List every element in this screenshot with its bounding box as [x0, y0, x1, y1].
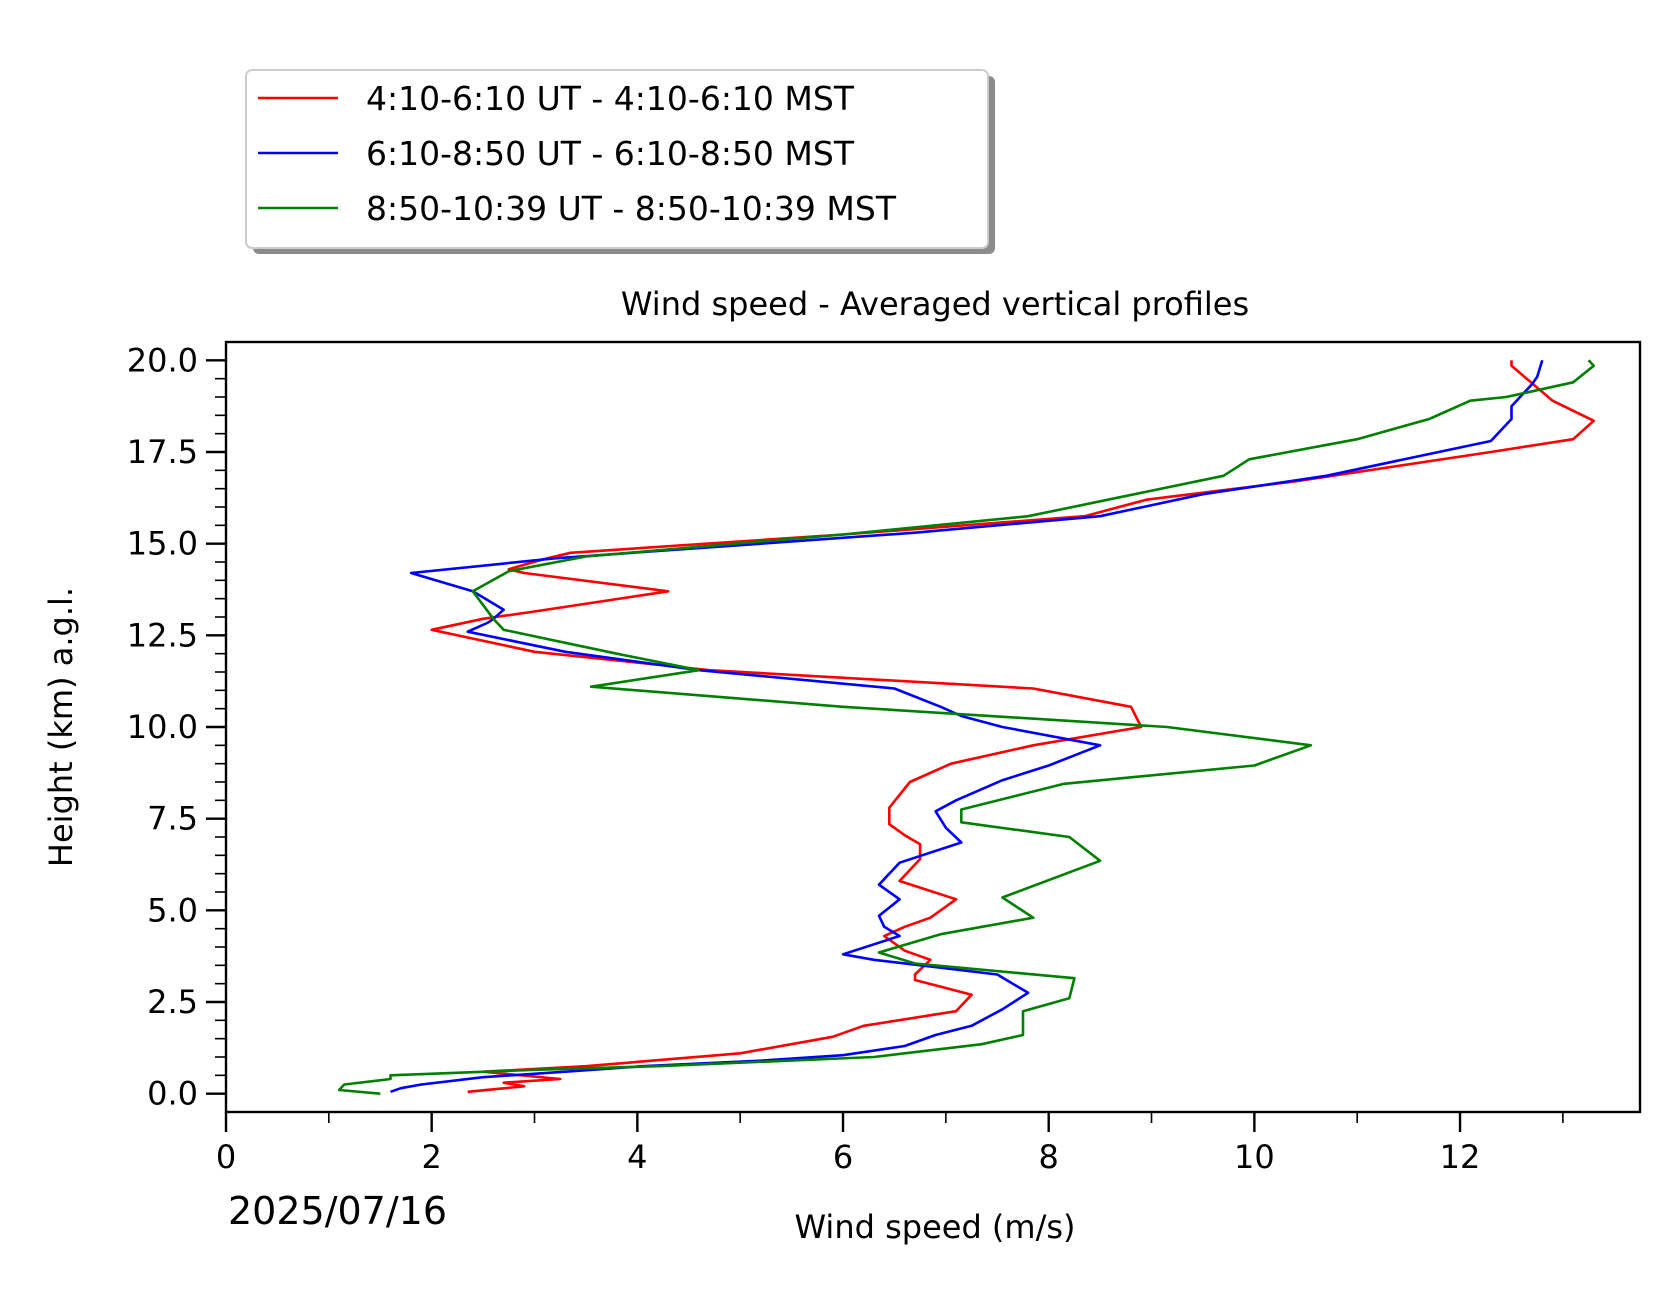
- series-line-1: [430, 360, 1595, 1094]
- y-tick-label: 0.0: [147, 1075, 198, 1113]
- y-tick-label: 2.5: [147, 983, 198, 1021]
- legend: 4:10-6:10 UT - 4:10-6:10 MST 6:10-8:50 UT…: [245, 69, 995, 254]
- legend-box: [245, 69, 989, 249]
- series-line-3: [337, 359, 1595, 1095]
- y-tick-label: 20.0: [127, 341, 198, 379]
- y-tick-label: 17.5: [127, 433, 198, 471]
- legend-label: 8:50-10:39 UT - 8:50-10:39 MST: [366, 189, 897, 228]
- x-axis-label: Wind speed (m/s): [794, 1208, 1075, 1246]
- x-axis: 0 2 4 6 8 10 12: [216, 1112, 1564, 1176]
- y-tick-label: 5.0: [147, 891, 198, 929]
- x-tick-label: 2: [421, 1138, 441, 1176]
- x-tick-label: 4: [627, 1138, 647, 1176]
- x-tick-label: 10: [1234, 1138, 1275, 1176]
- legend-label: 6:10-8:50 UT - 6:10-8:50 MST: [366, 134, 855, 173]
- date-label: 2025/07/16: [228, 1189, 447, 1233]
- x-tick-label: 12: [1440, 1138, 1481, 1176]
- series-lines: [337, 359, 1595, 1095]
- series-line-2: [390, 359, 1544, 1094]
- plot-area: 0 2 4 6 8 10 12 0.0 2.5 5.0 7.5 10.0 12.5 15.0 17.5 20…: [127, 340, 1642, 1176]
- y-axis: 0.0 2.5 5.0 7.5 10.0 12.5 15.0 17.5 20.0: [127, 341, 226, 1113]
- x-tick-label: 6: [833, 1138, 853, 1176]
- legend-label: 4:10-6:10 UT - 4:10-6:10 MST: [366, 79, 855, 118]
- y-tick-label: 10.0: [127, 708, 198, 746]
- plot-frame: [224, 340, 1642, 1114]
- y-tick-label: 7.5: [147, 800, 198, 838]
- y-tick-label: 12.5: [127, 616, 198, 654]
- x-tick-label: 0: [216, 1138, 236, 1176]
- x-tick-label: 8: [1039, 1138, 1059, 1176]
- y-tick-label: 15.0: [127, 525, 198, 563]
- y-axis-label: Height (km) a.g.l.: [42, 587, 80, 867]
- chart-title: Wind speed - Averaged vertical profiles: [621, 285, 1249, 323]
